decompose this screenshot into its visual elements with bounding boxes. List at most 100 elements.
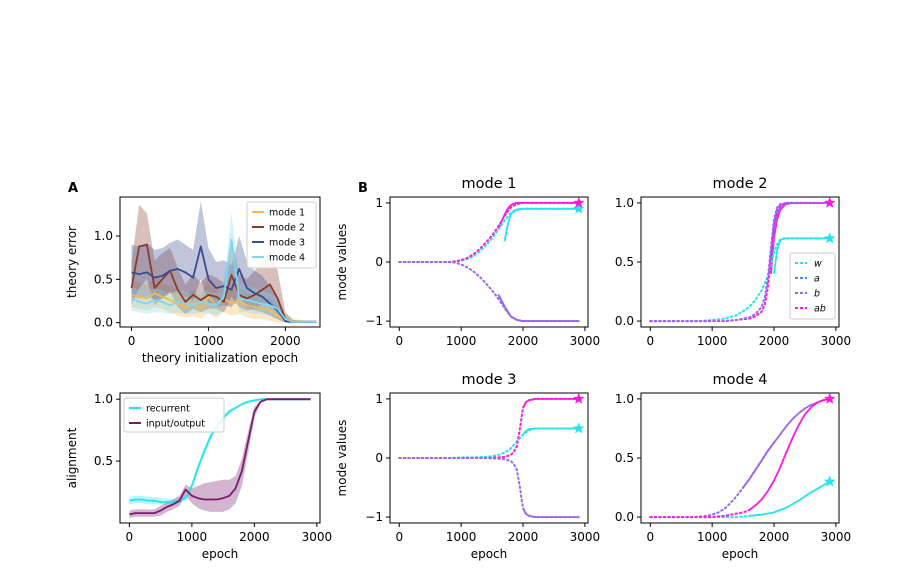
star-marker-mode4-1	[823, 392, 836, 404]
panel-title: mode 3	[462, 372, 517, 388]
ytick-label: 0	[375, 451, 383, 465]
series-line-mode3-5	[398, 457, 580, 519]
xtick-label: 0	[128, 334, 136, 348]
plot-area-mode3	[398, 397, 580, 519]
xtick-label: 2000	[508, 334, 539, 348]
plot-area-mode1	[398, 201, 580, 323]
series-line-mode4-5	[649, 509, 751, 519]
legend-label: mode 2	[269, 223, 305, 234]
axes-frame-alignment	[119, 392, 321, 524]
star-marker-mode3-1	[572, 392, 585, 404]
xtick-label: 0	[395, 334, 403, 348]
legend-label: ab	[814, 304, 826, 315]
series-line-theory-2	[131, 245, 317, 323]
panel-letter-a: A	[68, 181, 78, 196]
xtick-label: 2000	[508, 530, 539, 544]
series-line-mode4-4	[649, 441, 775, 519]
xtick-label: 3000	[302, 530, 333, 544]
star-marker-mode1-1	[572, 196, 585, 208]
xtick-label: 0	[646, 334, 654, 348]
chart-mode1: 0 1000 2000 3000 −1 0 1 mode values mode 1	[335, 176, 600, 348]
series-line-mode4-1	[742, 398, 830, 489]
xtick-label: 3000	[570, 530, 601, 544]
star-marker-mode2-1	[823, 196, 836, 208]
series-line-alignment-1	[129, 398, 311, 516]
x-axis-label: theory initialization epoch	[142, 351, 298, 365]
xtick-label: 1000	[446, 530, 477, 544]
ytick-label: 0.0	[94, 316, 113, 330]
y-axis-label: theory error	[65, 226, 79, 298]
x-axis-label: epoch	[471, 547, 508, 561]
xtick-label: 0	[646, 530, 654, 544]
ytick-label: 0.0	[615, 510, 634, 524]
xtick-label: 2000	[759, 530, 790, 544]
plot-area-mode4	[649, 398, 831, 519]
ytick-label: −1	[365, 510, 383, 524]
ytick-label: 0.5	[615, 451, 634, 465]
series-line-mode1-5	[398, 201, 580, 263]
xtick-label: 3000	[821, 530, 852, 544]
xtick-label: 3000	[821, 334, 852, 348]
plot-area-mode2	[649, 201, 831, 323]
series-line-mode3-2	[522, 507, 579, 518]
series-line-theory-3	[131, 238, 317, 323]
y-axis-label: mode values	[335, 224, 349, 301]
xtick-label: 1000	[697, 334, 728, 348]
xtick-label: 1000	[697, 530, 728, 544]
xtick-label: 2000	[759, 334, 790, 348]
legend-box	[123, 397, 225, 433]
xtick-label: 0	[126, 530, 134, 544]
ytick-label: 1.0	[94, 392, 113, 406]
xtick-label: 1000	[193, 334, 224, 348]
panel-title: mode 4	[713, 372, 768, 388]
chart-mode4: 0 1000 2000 3000 0.0 0.5 1.0 epoch mode 4	[615, 372, 851, 561]
axes-frame-mode4	[640, 392, 840, 524]
panel-title: mode 2	[713, 176, 768, 192]
legend-label: b	[814, 289, 820, 300]
xtick-label: 1000	[446, 334, 477, 348]
star-marker-mode3-0	[572, 422, 585, 434]
series-line-mode2-3	[649, 237, 831, 323]
series-line-mode4-2	[748, 398, 830, 511]
ytick-label: −1	[365, 314, 383, 328]
legend-box	[789, 252, 836, 320]
star-marker-mode4-0	[823, 475, 836, 487]
series-line-mode1-0	[503, 207, 579, 242]
xtick-label: 3000	[570, 334, 601, 348]
legend-label: a	[814, 274, 820, 285]
xtick-label: 0	[395, 530, 403, 544]
ytick-label: 0.5	[615, 255, 634, 269]
panel-letter-b: B	[358, 181, 368, 196]
series-line-mode4-0	[749, 480, 831, 517]
chart-theory: 0 1000 2000 0.0 0.5 1.0 theory initialization …	[65, 196, 321, 365]
chart-alignment: 0 1000 2000 3000 0.5 1.0 epoch alignment recurre…	[65, 392, 332, 561]
legend-label: mode 1	[269, 208, 305, 219]
x-axis-label: epoch	[722, 547, 759, 561]
legend-label: mode 4	[269, 253, 305, 264]
axes-frame-theory	[119, 196, 321, 328]
y-axis-label: mode values	[335, 420, 349, 497]
series-line-mode3-3	[398, 427, 580, 459]
ytick-label: 1	[375, 196, 383, 210]
panel-title: mode 1	[462, 176, 517, 192]
ytick-label: 0.5	[94, 454, 113, 468]
legend-label: input/output	[146, 419, 205, 430]
ytick-label: 0	[375, 255, 383, 269]
ytick-label: 1.0	[615, 392, 634, 406]
series-line-mode1-4	[398, 207, 580, 263]
band-theory-2	[131, 201, 317, 323]
legend-label: recurrent	[146, 404, 190, 415]
y-axis-label: alignment	[65, 427, 79, 488]
star-marker-mode2-0	[823, 232, 836, 244]
xtick-label: 1000	[177, 530, 208, 544]
chart-mode3: 0 1000 2000 3000 −1 0 1 epoch mode values mode 3	[335, 372, 600, 561]
x-axis-label: epoch	[202, 547, 239, 561]
xtick-label: 2000	[239, 530, 270, 544]
series-line-mode2-5	[649, 201, 831, 323]
ytick-label: 1	[375, 392, 383, 406]
legend-label: mode 3	[269, 238, 305, 249]
series-line-mode1-6	[398, 261, 580, 323]
ytick-label: 0.0	[615, 314, 634, 328]
